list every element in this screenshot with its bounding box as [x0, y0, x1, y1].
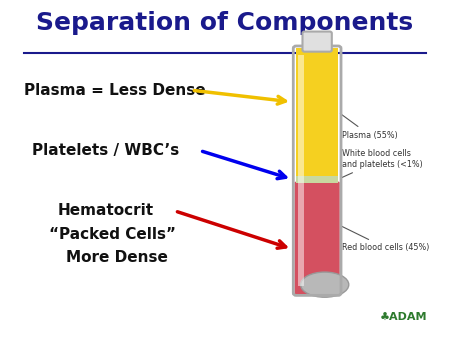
Ellipse shape: [301, 272, 349, 297]
Text: White blood cells
and platelets (<1%): White blood cells and platelets (<1%): [341, 149, 423, 178]
Bar: [298, 55, 304, 286]
Bar: [296, 175, 338, 183]
Text: “Packed Cells”: “Packed Cells”: [49, 227, 176, 242]
Text: Separation of Components: Separation of Components: [36, 11, 414, 35]
Text: Platelets / WBC’s: Platelets / WBC’s: [32, 143, 180, 158]
Text: Plasma = Less Dense: Plasma = Less Dense: [24, 83, 206, 98]
FancyBboxPatch shape: [302, 31, 332, 52]
Bar: [296, 48, 338, 175]
Text: Plasma (55%): Plasma (55%): [340, 114, 398, 140]
Text: More Dense: More Dense: [66, 250, 168, 265]
FancyBboxPatch shape: [295, 182, 340, 294]
Text: ♣ADAM: ♣ADAM: [380, 312, 428, 321]
Text: Red blood cells (45%): Red blood cells (45%): [341, 226, 430, 252]
Text: Hematocrit: Hematocrit: [58, 203, 153, 218]
